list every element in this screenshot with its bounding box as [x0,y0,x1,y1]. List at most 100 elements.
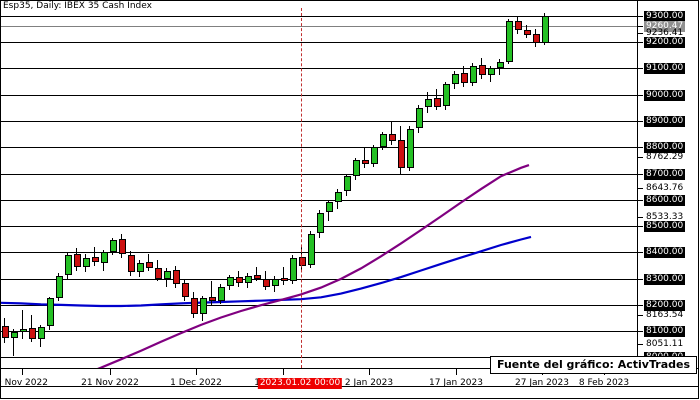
candlestick [136,8,144,368]
candle-body [379,134,387,147]
date-tick [196,368,197,375]
candle-body [442,84,450,107]
date-axis-label: 27 Jan 2023 [515,378,569,388]
candlestick [442,8,450,368]
price-tick [637,121,643,122]
gridline [1,174,637,175]
candle-body [73,254,81,267]
candlestick [469,8,477,368]
price-tick [637,226,643,227]
crosshair-vertical-line [301,8,302,368]
candlestick [1,8,9,368]
candle-body [343,176,351,192]
candlestick [352,8,360,368]
candle-body [154,267,162,279]
candlestick [37,8,45,368]
price-axis-label: 8900.00 [644,116,686,127]
date-tick [283,368,284,375]
gridline [1,252,637,253]
candle-body [397,140,405,169]
price-level-label: 8163.54 [646,310,684,320]
date-axis-line-lower [0,386,699,387]
candle-body [289,257,297,281]
candlestick [397,8,405,368]
price-tick [637,200,643,201]
candlestick [415,8,423,368]
candle-wick [22,310,23,340]
candlestick [100,8,108,368]
price-tick [637,157,643,158]
candlestick [370,8,378,368]
candle-body [109,239,117,252]
candle-body [235,277,243,284]
candlestick [235,8,243,368]
candlestick [532,8,540,368]
candle-body [19,328,27,332]
price-tick [637,95,643,96]
gridline [1,305,637,306]
candle-wick [211,281,212,305]
gridline [1,200,637,201]
date-tick [456,368,457,375]
candle-body [262,278,270,287]
candlestick [46,8,54,368]
candle-body [244,275,252,283]
candlestick [190,8,198,368]
candle-body [433,98,441,107]
plot-area[interactable] [1,8,637,368]
candle-body [226,277,234,286]
gridline [1,68,637,69]
price-axis-label: 8400.00 [644,247,686,258]
candlestick [523,8,531,368]
date-axis-label: 21 Nov 2022 [81,378,139,388]
candle-body [370,147,378,165]
candle-body [136,262,144,272]
candle-body [316,212,324,234]
candlestick [199,8,207,368]
candlestick [64,8,72,368]
candlestick [91,8,99,368]
candle-body [118,239,126,255]
price-level-label: 8533.33 [646,212,684,222]
price-axis[interactable]: 8000.008100.008200.008300.008400.008500.… [637,0,699,368]
candlestick [451,8,459,368]
candlestick [505,8,513,368]
candlestick [145,8,153,368]
price-axis-label: 9100.00 [644,63,686,74]
candle-body [469,65,477,83]
candlestick [28,8,36,368]
candlestick [325,8,333,368]
price-tick [637,147,643,148]
candlestick [262,8,270,368]
candlestick [361,8,369,368]
candlestick [460,8,468,368]
candle-body [145,262,153,269]
candle-body [190,297,198,315]
candle-body [298,257,306,266]
price-axis-label: 8500.00 [644,221,686,232]
candle-wick [148,253,149,271]
gridline [1,121,637,122]
candle-body [451,73,459,84]
candlestick [298,8,306,368]
candle-body [307,233,315,265]
price-axis-line [637,0,638,369]
price-tick [637,33,643,34]
gridline [1,16,637,17]
candlestick [433,8,441,368]
candle-body [478,65,486,75]
price-tick [637,344,643,345]
candle-wick [256,266,257,282]
candlestick [406,8,414,368]
candle-body [532,34,540,44]
price-level-label: 8762.29 [646,152,684,162]
candlestick [10,8,18,368]
price-tick [637,279,643,280]
candle-body [271,278,279,286]
price-tick [637,252,643,253]
price-level-label: 9236.41 [646,28,684,38]
candlestick [289,8,297,368]
gridline [1,279,637,280]
candlestick [163,8,171,368]
